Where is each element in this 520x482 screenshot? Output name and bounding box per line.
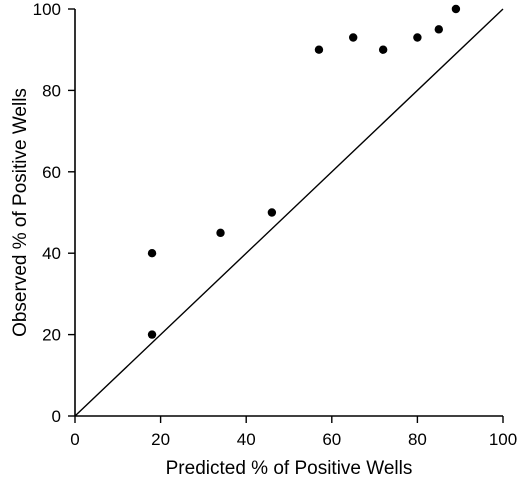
x-axis-label: Predicted % of Positive Wells xyxy=(166,458,413,479)
data-point xyxy=(216,228,225,238)
x-tick-label: 100 xyxy=(489,430,517,449)
y-tick-label: 20 xyxy=(42,326,61,345)
x-tick-label: 0 xyxy=(70,430,79,449)
y-tick-label: 40 xyxy=(42,244,61,263)
x-tick-label: 40 xyxy=(237,430,256,449)
data-point xyxy=(378,45,388,54)
y-axis-ticks: 0 20 40 60 80 100 xyxy=(33,0,75,426)
y-tick-label: 0 xyxy=(52,407,61,426)
data-point xyxy=(147,249,157,258)
reference-line xyxy=(74,8,504,417)
x-tick-label: 60 xyxy=(322,430,341,449)
y-axis-label: Observed % of Positive Wells xyxy=(10,88,31,337)
data-point xyxy=(349,33,358,42)
x-tick-label: 80 xyxy=(408,430,427,449)
data-point xyxy=(314,45,324,54)
reference-line-group xyxy=(74,8,504,417)
data-point xyxy=(413,33,422,42)
x-axis-ticks: 0 20 40 60 80 100 xyxy=(70,416,517,449)
axes xyxy=(74,9,503,417)
y-tick-label: 100 xyxy=(33,0,61,19)
data-point xyxy=(434,25,443,34)
data-point xyxy=(451,4,461,14)
x-tick-label: 20 xyxy=(151,430,170,449)
data-points xyxy=(147,4,461,339)
y-tick-label: 80 xyxy=(42,81,61,100)
data-point xyxy=(267,208,277,217)
data-point xyxy=(147,330,157,339)
y-tick-label: 60 xyxy=(42,163,61,182)
